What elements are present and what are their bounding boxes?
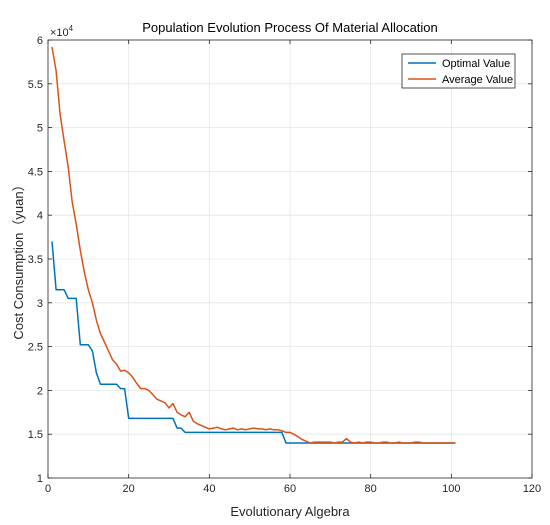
legend-label-average: Average Value	[442, 74, 513, 86]
y-tick-label: 2	[37, 385, 43, 397]
x-axis-label: Evolutionary Algebra	[230, 504, 350, 519]
series-lines	[51, 46, 456, 444]
axis-ticks: 0 20 40 60 80 100 120 1 1.5 2 2.5 3 3.5 4 4.5 5 5.5 6	[28, 35, 541, 495]
x-tick-label: 20	[123, 483, 135, 495]
x-tick-label: 0	[45, 483, 51, 495]
y-tick-label: 4	[37, 210, 43, 222]
y-tick-label: 2.5	[28, 342, 43, 354]
y-exponent-label: ×104	[50, 24, 74, 39]
y-tick-label: 6	[37, 35, 43, 47]
series-line-average-value	[51, 46, 456, 444]
x-tick-label: 60	[284, 483, 296, 495]
y-exponent-base: ×10	[50, 27, 69, 39]
y-tick-label: 3	[37, 298, 43, 310]
chart-title: Population Evolution Process Of Material…	[142, 20, 438, 35]
x-tick-label: 80	[365, 483, 377, 495]
x-tick-label: 120	[523, 483, 541, 495]
legend: Optimal Value Average Value	[401, 53, 516, 89]
y-exponent-power: 4	[69, 24, 74, 33]
y-tick-label: 1	[37, 473, 43, 485]
y-tick-label: 4.5	[28, 166, 43, 178]
y-tick-label: 3.5	[28, 254, 43, 266]
grid-lines	[48, 40, 532, 478]
x-tick-label: 100	[442, 483, 460, 495]
legend-box	[401, 53, 516, 89]
y-axis-label: Cost Consumption（yuan）	[11, 178, 26, 339]
legend-label-optimal: Optimal Value	[442, 58, 510, 70]
y-tick-label: 5.5	[28, 79, 43, 91]
x-tick-label: 40	[203, 483, 215, 495]
y-tick-label: 5	[37, 123, 43, 135]
y-tick-label: 1.5	[28, 429, 43, 441]
